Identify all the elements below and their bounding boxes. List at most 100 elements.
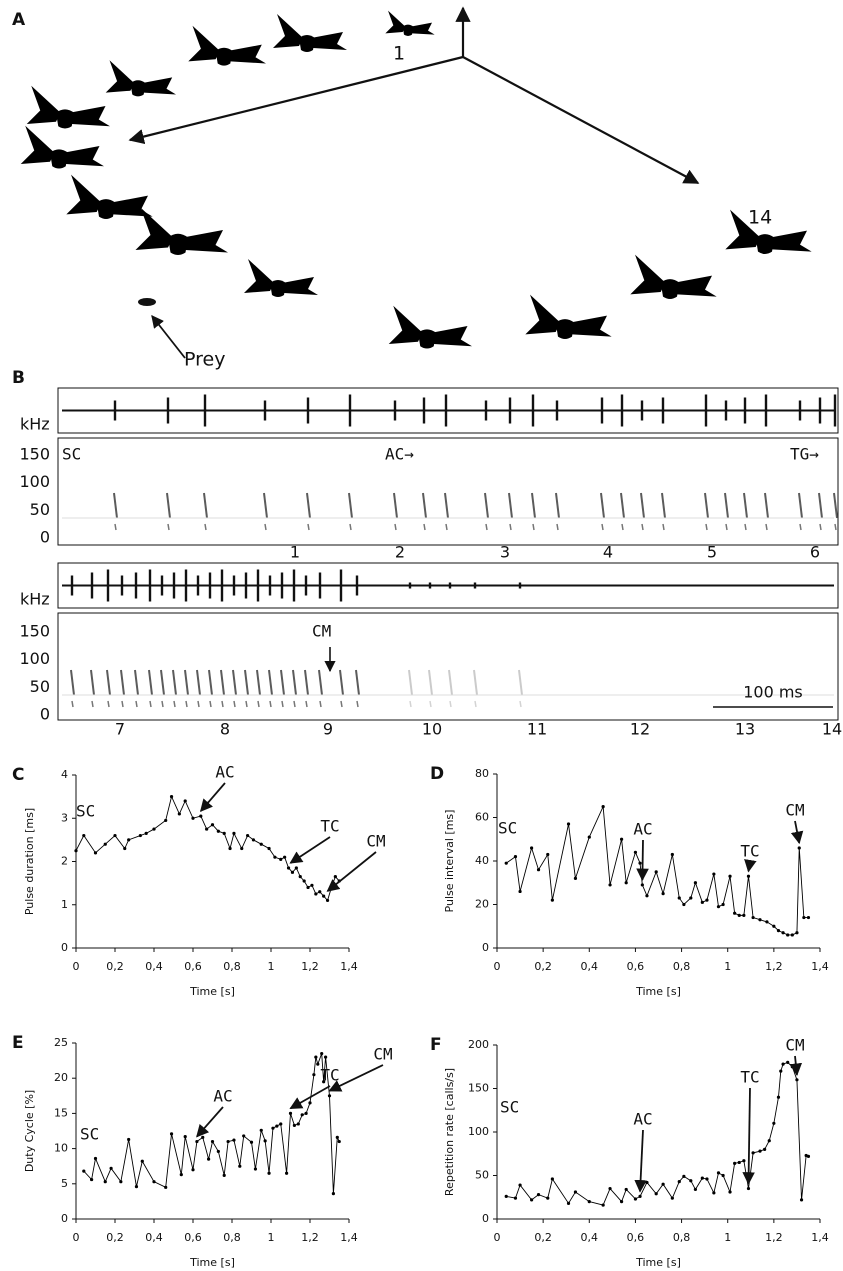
x-tick-label: 1,2	[765, 960, 783, 973]
call	[257, 670, 260, 695]
call-harmonic	[282, 701, 283, 707]
y-tick-label: 200	[468, 1038, 489, 1051]
spectrogram-box	[58, 438, 838, 545]
y-tick-label: 1	[61, 898, 68, 911]
data-point	[238, 1165, 241, 1168]
data-point	[537, 868, 540, 871]
call-harmonic	[115, 524, 116, 530]
data-point	[275, 1124, 278, 1127]
data-point	[733, 912, 736, 915]
data-point	[777, 1096, 780, 1099]
x-tick-label: 0,8	[673, 960, 691, 973]
x-tick-label: 0,4	[581, 1231, 599, 1244]
call	[233, 670, 236, 695]
data-point	[514, 855, 517, 858]
data-point	[777, 929, 780, 932]
call-harmonic	[745, 524, 746, 530]
call	[819, 493, 822, 518]
data-point	[322, 895, 325, 898]
time-marker: 12	[630, 720, 650, 739]
data-point	[94, 851, 97, 854]
figure: A 1 14 Prey B kHz150100500SCAC→TG→123456…	[0, 0, 843, 1271]
call-harmonic	[520, 701, 521, 707]
call	[245, 670, 248, 695]
call	[356, 670, 359, 695]
call-harmonic	[210, 701, 211, 707]
data-point	[772, 1122, 775, 1125]
call	[319, 670, 322, 695]
call-harmonic	[430, 701, 431, 707]
annotation: SC	[62, 445, 81, 464]
y-axis-label: Pulse duration [ms]	[23, 808, 36, 915]
data-point	[682, 1175, 685, 1178]
call	[121, 670, 124, 695]
data-point	[306, 886, 309, 889]
data-point	[178, 812, 181, 815]
data-point	[308, 1101, 311, 1104]
data-point	[267, 1172, 270, 1175]
call-harmonic	[602, 524, 603, 530]
call-harmonic	[835, 524, 836, 530]
call	[197, 670, 200, 695]
call	[509, 493, 512, 518]
annotation-arrow	[197, 1107, 223, 1137]
call-harmonic	[557, 524, 558, 530]
data-point	[127, 1138, 130, 1141]
data-point	[82, 1170, 85, 1173]
call-harmonic	[265, 524, 266, 530]
call	[485, 493, 488, 518]
annotation: AC	[213, 1087, 232, 1106]
data-point	[232, 832, 235, 835]
call-harmonic	[446, 524, 447, 530]
x-tick-label: 1,2	[301, 960, 319, 973]
call	[264, 493, 267, 518]
y-tick-label: 20	[54, 1071, 68, 1084]
data-point	[588, 835, 591, 838]
y-tick-label: 20	[475, 898, 489, 911]
call-harmonic	[341, 701, 342, 707]
data-point	[747, 875, 750, 878]
data-point	[316, 1063, 319, 1066]
call	[662, 493, 665, 518]
call-harmonic	[622, 524, 623, 530]
annotation: SC	[500, 1098, 519, 1117]
x-tick-label: 0,8	[223, 1231, 241, 1244]
data-point	[334, 875, 337, 878]
data-point	[338, 1140, 341, 1143]
call-harmonic	[198, 701, 199, 707]
freq-tick-label: 100	[19, 472, 50, 491]
data-point	[164, 819, 167, 822]
data-point	[738, 914, 741, 917]
data-point	[267, 847, 270, 850]
x-tick-label: 0,2	[534, 1231, 552, 1244]
call	[293, 670, 296, 695]
data-point	[271, 1127, 274, 1130]
call-harmonic	[222, 701, 223, 707]
call	[394, 493, 397, 518]
data-point	[645, 1181, 648, 1184]
data-point	[104, 843, 107, 846]
y-tick-label: 80	[475, 767, 489, 780]
data-point	[537, 1193, 540, 1196]
data-point	[254, 1167, 257, 1170]
x-tick-label: 0,6	[184, 960, 202, 973]
series-line	[76, 797, 339, 901]
data-point	[240, 847, 243, 850]
call	[601, 493, 604, 518]
data-point	[246, 834, 249, 837]
freq-tick-label: 0	[40, 705, 50, 724]
data-point	[332, 1192, 335, 1195]
data-point	[285, 1172, 288, 1175]
annotation-arrow	[201, 783, 225, 811]
data-point	[123, 847, 126, 850]
call	[340, 670, 343, 695]
time-marker: 11	[527, 720, 547, 739]
annotation: SC	[80, 1125, 99, 1144]
y-tick-label: 60	[475, 811, 489, 824]
data-point	[800, 1198, 803, 1201]
x-tick-label: 1,2	[765, 1231, 783, 1244]
data-point	[781, 1063, 784, 1066]
data-point	[645, 894, 648, 897]
data-point	[279, 1122, 282, 1125]
data-point	[546, 853, 549, 856]
